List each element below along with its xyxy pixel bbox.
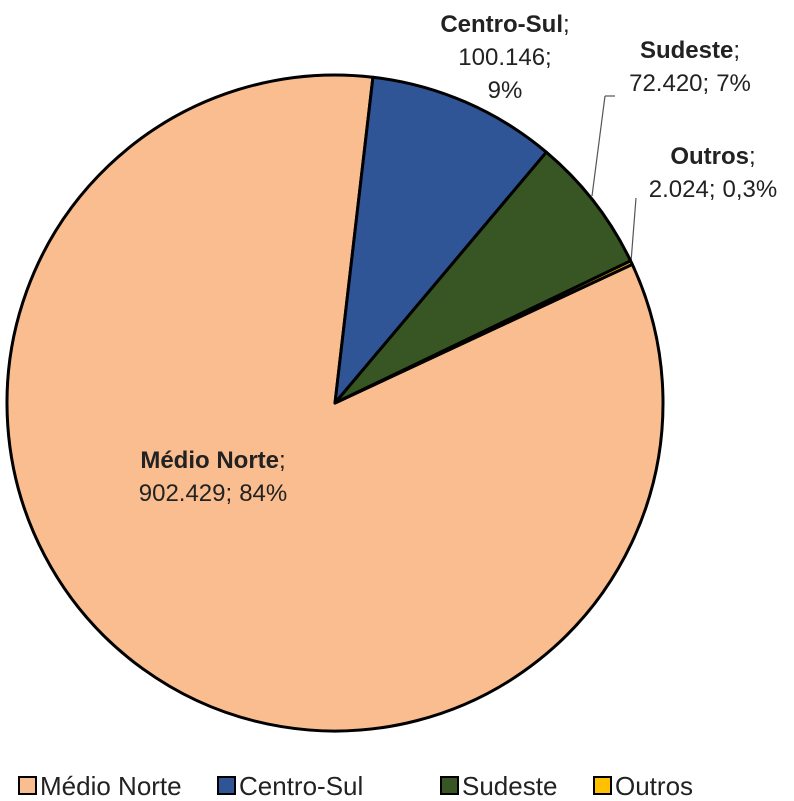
label-part: Médio Norte bbox=[140, 447, 279, 474]
label-part: 9% bbox=[488, 77, 523, 104]
label-part: ; bbox=[279, 447, 286, 474]
legend-label: Centro-Sul bbox=[239, 771, 363, 801]
label-part: ; bbox=[703, 70, 710, 97]
pie-slice bbox=[333, 75, 548, 405]
legend-label: Outros bbox=[615, 771, 693, 801]
legend-swatch bbox=[18, 776, 37, 795]
legend-swatch bbox=[440, 776, 459, 795]
data-label: Sudeste; 72.420; 7% bbox=[629, 37, 751, 97]
label-part: Sudeste bbox=[640, 37, 733, 64]
label-part: 72.420 bbox=[629, 70, 702, 97]
label-part: 2.024 bbox=[649, 176, 709, 203]
legend-swatch bbox=[593, 776, 612, 795]
label-part: ; bbox=[709, 176, 716, 203]
data-label: Outros; 2.024; 0,3% bbox=[649, 143, 777, 203]
legend-swatch bbox=[217, 776, 236, 795]
legend-label: Sudeste bbox=[462, 771, 557, 801]
label-part: 100.146 bbox=[458, 44, 545, 71]
data-label: Centro-Sul; 100.146; 9% bbox=[440, 11, 569, 104]
leader-line bbox=[630, 197, 637, 263]
label-part: ; bbox=[226, 480, 233, 507]
label-part: ; bbox=[749, 143, 756, 170]
label-part: Outros bbox=[670, 143, 749, 170]
label-part: ; bbox=[563, 11, 570, 38]
label-part: 84% bbox=[239, 480, 287, 507]
leader-line bbox=[591, 95, 606, 197]
label-part: 902.429 bbox=[139, 480, 226, 507]
label-part: 7% bbox=[716, 70, 751, 97]
pie-slice bbox=[333, 150, 633, 405]
label-part: ; bbox=[733, 37, 740, 64]
label-part: 0,3% bbox=[723, 176, 778, 203]
data-label: Médio Norte; 902.429; 84% bbox=[139, 447, 287, 507]
legend-label: Médio Norte bbox=[40, 771, 182, 801]
label-part: ; bbox=[545, 44, 552, 71]
pie-slice bbox=[333, 259, 634, 405]
label-part: Centro-Sul bbox=[440, 11, 563, 38]
